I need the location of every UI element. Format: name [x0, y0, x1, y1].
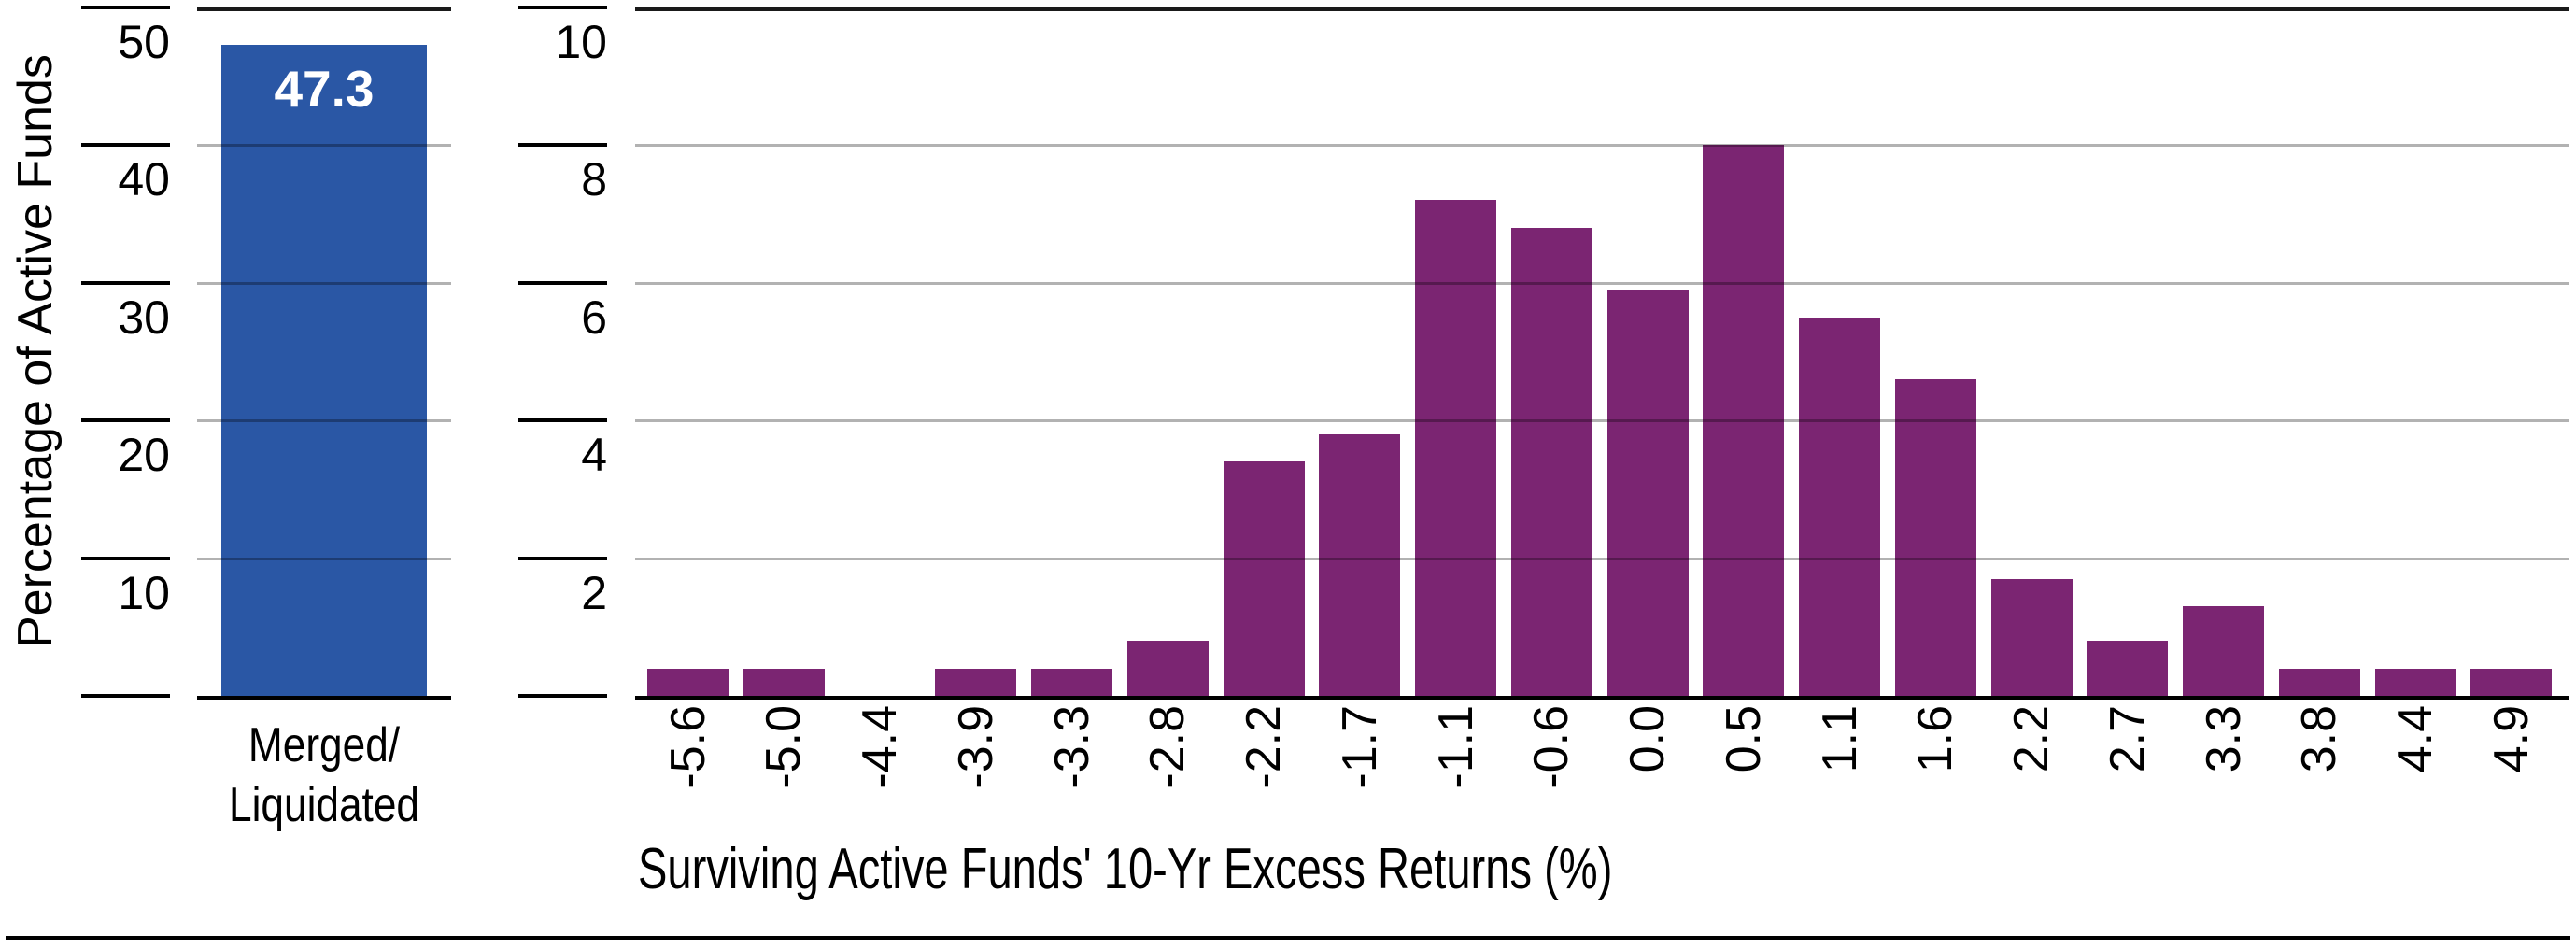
x-tick-label: 1.6 — [1908, 705, 1963, 773]
x-tick-label: -3.9 — [948, 705, 1003, 789]
gridline — [197, 419, 451, 423]
y-tick-mark — [81, 280, 170, 285]
y-tick-mark — [518, 6, 607, 9]
histogram-bar — [1510, 227, 1592, 696]
gridline — [635, 419, 2569, 423]
category-label-merged-liquidated: Merged/ Liquidated — [229, 718, 419, 832]
histogram-bar — [1606, 290, 1689, 696]
plot-top-border — [635, 7, 2569, 11]
histogram-bar — [935, 668, 1017, 696]
x-tick-label: 2.7 — [2100, 705, 2155, 773]
y-tick-label: 40 — [118, 153, 170, 206]
histogram-bar — [2470, 668, 2553, 696]
x-axis-line — [197, 696, 451, 700]
y-tick-label: 6 — [581, 290, 607, 344]
y-tick-label: 2 — [581, 566, 607, 619]
y-tick-mark — [518, 556, 607, 560]
x-tick-label: 4.4 — [2387, 705, 2442, 773]
y-tick-mark — [81, 694, 170, 698]
gridline — [635, 557, 2569, 560]
histogram-bar — [1990, 578, 2073, 696]
x-tick-label: 3.3 — [2196, 705, 2251, 773]
x-tick-label: 2.2 — [2003, 705, 2059, 773]
x-tick-label: -2.8 — [1140, 705, 1196, 789]
histogram-bar — [1031, 668, 1112, 696]
histogram-bar — [1703, 145, 1785, 696]
y-tick-mark — [518, 280, 607, 285]
histogram-bar — [743, 668, 825, 696]
x-axis-line — [635, 696, 2569, 700]
y-tick-label: 30 — [118, 290, 170, 344]
x-axis-title: Surviving Active Funds' 10-Yr Excess Ret… — [638, 837, 1613, 901]
histogram-bar — [647, 668, 729, 696]
y-tick-label: 10 — [555, 16, 607, 68]
x-tick-label: -5.0 — [757, 705, 812, 789]
x-tick-label: -1.7 — [1332, 705, 1387, 789]
y-tick-mark — [81, 143, 170, 148]
histogram-bar — [2278, 668, 2360, 696]
x-tick-label: -2.2 — [1236, 705, 1291, 789]
x-tick-label: 4.9 — [2484, 705, 2539, 773]
x-tick-label: -5.6 — [660, 705, 715, 789]
histogram-bar — [2374, 668, 2456, 696]
y-tick-mark — [518, 418, 607, 423]
y-tick-label: 50 — [118, 16, 170, 68]
x-tick-label: -1.1 — [1428, 705, 1483, 789]
plot-top-border — [197, 7, 451, 11]
x-tick-label: 3.8 — [2292, 705, 2347, 773]
gridline — [197, 557, 451, 560]
y-tick-mark — [518, 143, 607, 148]
y-tick-label: 8 — [581, 153, 607, 206]
y-tick-mark — [81, 556, 170, 560]
x-tick-label: -4.4 — [852, 705, 907, 789]
x-tick-label: -0.6 — [1524, 705, 1579, 789]
gridline — [635, 144, 2569, 148]
histogram-bar — [1126, 641, 1209, 696]
y-tick-label: 20 — [118, 429, 170, 482]
histogram-bar — [1223, 461, 1305, 696]
gridline — [197, 281, 451, 285]
histogram-bar — [1319, 433, 1401, 696]
y-tick-mark — [81, 418, 170, 423]
x-tick-label: 0.0 — [1620, 705, 1675, 773]
bar-value-label: 47.3 — [274, 60, 375, 118]
histogram-bar — [1415, 200, 1496, 696]
y-tick-mark — [81, 6, 170, 9]
gridline — [635, 281, 2569, 285]
histogram-bar — [1799, 317, 1880, 696]
bottom-rule — [6, 936, 2570, 940]
x-tick-label: 0.5 — [1716, 705, 1771, 773]
gridline — [197, 144, 451, 148]
y-tick-label: 4 — [581, 429, 607, 482]
merged-liquidated-bar — [221, 44, 427, 696]
x-tick-label: 1.1 — [1812, 705, 1867, 773]
y-tick-mark — [518, 694, 607, 698]
histogram-bar — [1894, 378, 1976, 696]
y-tick-label: 10 — [118, 566, 170, 619]
x-tick-label: -3.3 — [1044, 705, 1099, 789]
histogram-bar — [2087, 641, 2169, 696]
histogram-bar — [2183, 606, 2264, 696]
